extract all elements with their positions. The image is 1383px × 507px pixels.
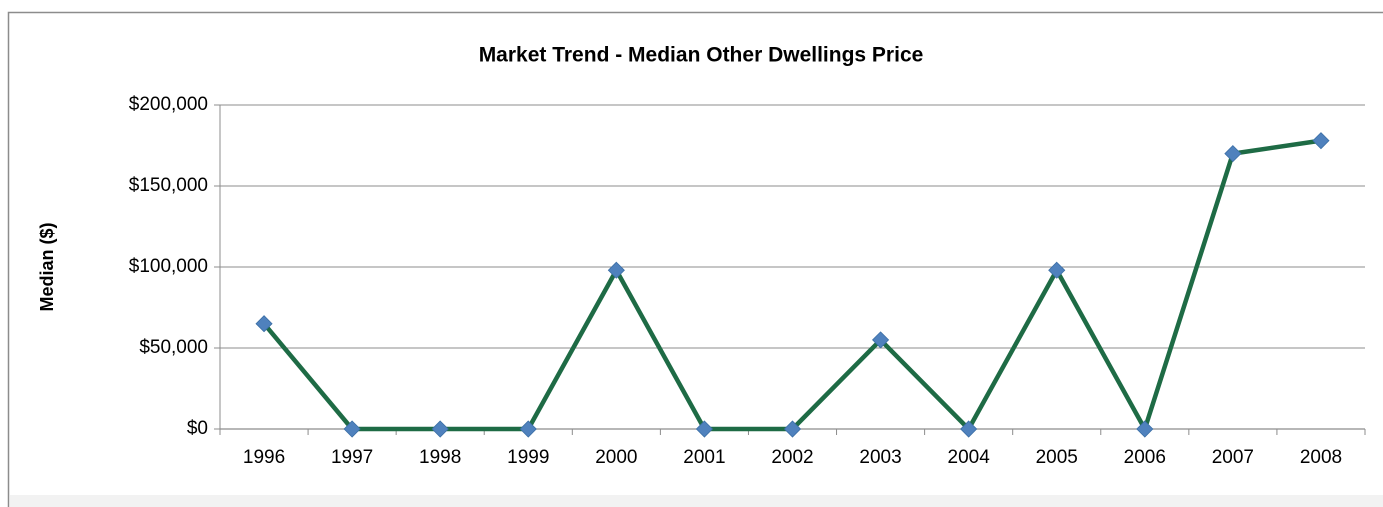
x-tick-label: 2004 (948, 447, 991, 468)
y-axis-title: Median ($) (37, 222, 57, 311)
y-tick-label: $100,000 (129, 256, 208, 277)
y-tick-label: $0 (187, 418, 208, 439)
x-tick-label: 1998 (419, 447, 461, 468)
marker (960, 420, 978, 438)
x-tick-label: 2006 (1124, 447, 1166, 468)
marker (1048, 261, 1066, 279)
x-tick-label: 2007 (1212, 447, 1254, 468)
x-tick-label: 2005 (1036, 447, 1078, 468)
chart-border (7, 11, 1383, 507)
x-tick-label: 2008 (1300, 447, 1342, 468)
chart-title: Market Trend - Median Other Dwellings Pr… (479, 44, 924, 67)
marker (1224, 145, 1242, 163)
y-tick-label: $200,000 (129, 94, 208, 115)
marker (343, 420, 361, 438)
marker (431, 420, 449, 438)
x-tick-label: 2001 (683, 447, 725, 468)
footer-strip (10, 495, 1383, 507)
x-tick-label: 2003 (859, 447, 901, 468)
marker (872, 331, 890, 349)
x-tick-label: 1997 (331, 447, 373, 468)
x-tick-label: 1999 (507, 447, 549, 468)
marker (1136, 420, 1154, 438)
y-tick-label: $150,000 (129, 175, 208, 196)
marker (607, 261, 625, 279)
x-tick-label: 2002 (771, 447, 813, 468)
x-tick-label: 1996 (243, 447, 285, 468)
marker (255, 315, 273, 333)
marker (783, 420, 802, 438)
y-tick-label: $50,000 (139, 337, 208, 358)
marker (519, 420, 537, 438)
marker (695, 420, 713, 438)
x-tick-label: 2000 (595, 447, 637, 468)
marker (1312, 132, 1330, 150)
